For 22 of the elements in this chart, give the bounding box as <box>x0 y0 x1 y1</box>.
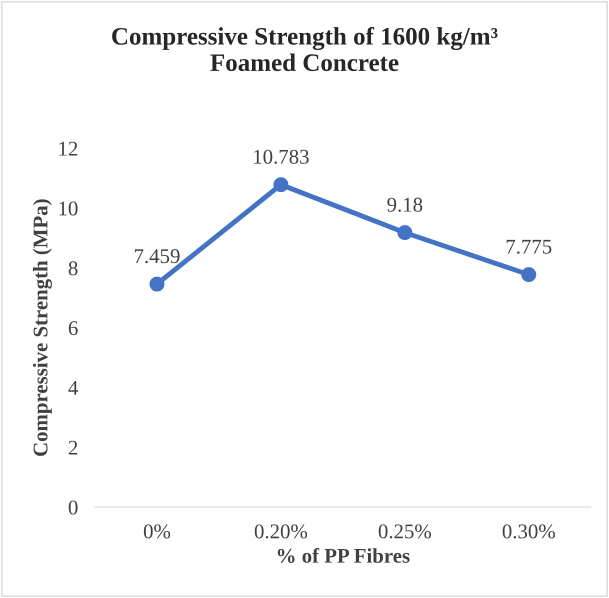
data-label: 7.459 <box>134 249 180 264</box>
y-tick-label: 6 <box>68 321 78 336</box>
y-axis-title: Compressive Strength (MPa) <box>32 199 52 456</box>
x-tick-label: 0% <box>144 524 170 538</box>
y-tick-label: 8 <box>68 261 78 276</box>
y-tick-label: 0 <box>68 500 78 515</box>
y-tick-label: 4 <box>68 381 78 395</box>
point <box>273 177 288 192</box>
x-tick-label: 0.20% <box>254 524 308 539</box>
point <box>521 267 536 282</box>
point <box>150 276 164 292</box>
data-label: 10.783 <box>254 150 309 164</box>
x-axis-title: % of PP Fibres <box>278 548 410 563</box>
y-tick-label: 2 <box>68 440 78 455</box>
data-label: 9.18 <box>387 198 422 212</box>
y-tick-label: 12 <box>59 142 78 156</box>
x-tick-label: 0.30% <box>502 524 555 539</box>
y-tick-label: 10 <box>59 201 78 216</box>
x-tick-label: 0.25% <box>378 524 432 539</box>
data-label: 7.775 <box>506 240 552 254</box>
point <box>397 225 412 240</box>
chart-title: Compressive Strength of 1600 kg/m³ Foamed Concrete <box>112 26 498 72</box>
